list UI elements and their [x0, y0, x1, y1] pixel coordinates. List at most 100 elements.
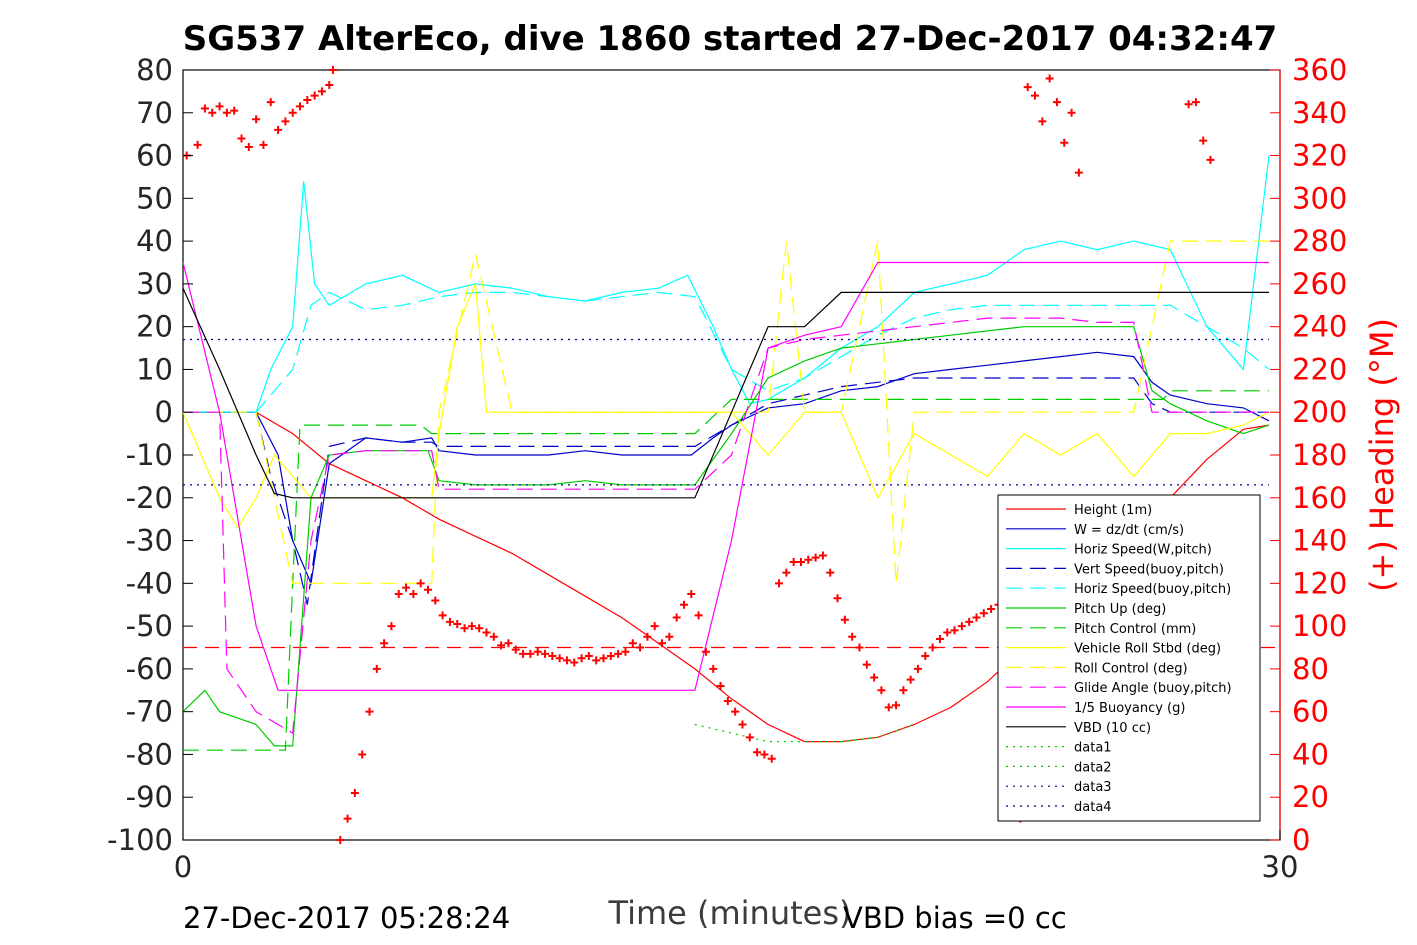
- heading-marker: [943, 628, 952, 637]
- legend-label: data1: [1074, 741, 1112, 756]
- left-axis: 80 70 60 50 40 30 20 10 0 -10 -20 -30 -40 -50 -60 -70 -8…: [107, 53, 193, 857]
- left-tick-label: -20: [126, 481, 173, 515]
- x-axis: 0 30: [174, 830, 1299, 884]
- x-tick-label: 30: [1262, 850, 1299, 884]
- right-tick-label: 360: [1292, 53, 1347, 87]
- legend-label: 1/5 Buoyancy (g): [1074, 701, 1185, 716]
- heading-marker: [303, 95, 312, 104]
- left-tick-label: -10: [126, 438, 173, 472]
- heading-marker: [343, 814, 352, 823]
- series-horiz-speed-w-pitch: [183, 155, 1270, 413]
- series-w-dz-dt-cm-s: [183, 351, 1270, 586]
- heading-marker: [965, 617, 974, 626]
- heading-marker: [222, 108, 231, 117]
- legend-label: Pitch Control (mm): [1074, 622, 1196, 637]
- right-axis-label: (+) Heading (°M): [1363, 318, 1401, 592]
- legend-label: W = dz/dt (cm/s): [1074, 523, 1184, 538]
- heading-marker: [380, 639, 389, 648]
- right-tick-label: 300: [1292, 181, 1347, 215]
- x-axis-label: Time (minutes): [608, 894, 852, 932]
- legend-label: Vehicle Roll Stbd (deg): [1074, 642, 1221, 657]
- left-tick-label: 60: [136, 139, 173, 173]
- heading-marker: [848, 632, 857, 641]
- heading-marker: [855, 643, 864, 652]
- heading-marker: [336, 836, 345, 844]
- heading-marker: [921, 652, 930, 661]
- heading-marker: [445, 617, 454, 626]
- heading-marker: [672, 613, 681, 622]
- heading-marker: [870, 673, 879, 682]
- heading-marker: [570, 658, 579, 667]
- heading-marker: [372, 664, 381, 673]
- legend-label: Glide Angle (buoy,pitch): [1074, 681, 1232, 696]
- heading-marker: [840, 615, 849, 624]
- heading-marker: [423, 585, 432, 594]
- legend-label: data2: [1074, 760, 1112, 775]
- heading-marker: [884, 703, 893, 712]
- heading-marker: [358, 750, 367, 759]
- heading-marker: [328, 66, 337, 74]
- heading-marker: [957, 622, 966, 631]
- left-tick-label: 0: [155, 395, 173, 429]
- heading-marker: [818, 551, 827, 560]
- right-tick-label: 320: [1292, 139, 1347, 173]
- heading-marker: [833, 594, 842, 603]
- heading-marker: [716, 682, 725, 690]
- heading-marker: [416, 579, 425, 588]
- heading-marker: [1067, 108, 1076, 117]
- series-roll-control-deg: [183, 240, 1269, 584]
- left-tick-label: -60: [126, 652, 173, 686]
- left-tick-label: -80: [126, 737, 173, 771]
- left-tick-label: -50: [126, 609, 173, 643]
- right-tick-label: 260: [1292, 267, 1347, 301]
- left-tick-label: -90: [126, 780, 173, 814]
- heading-marker: [1191, 98, 1200, 107]
- heading-marker: [208, 108, 217, 117]
- heading-marker: [325, 80, 334, 89]
- legend-label: Height (1m): [1074, 503, 1152, 518]
- heading-marker: [541, 649, 550, 658]
- heading-marker: [548, 652, 557, 661]
- chart-title: SG537 AlterEco, dive 1860 started 27-Dec…: [183, 19, 1278, 59]
- heading-marker: [760, 750, 769, 759]
- heading-marker: [979, 609, 988, 618]
- heading-marker: [577, 654, 586, 663]
- heading-marker: [504, 639, 513, 648]
- heading-marker: [409, 590, 418, 599]
- heading-marker: [519, 649, 528, 658]
- heading-marker: [402, 583, 411, 592]
- left-tick-label: 80: [136, 53, 173, 87]
- heading-marker: [438, 611, 447, 620]
- heading-marker: [584, 652, 593, 661]
- right-tick-label: 180: [1292, 438, 1347, 472]
- x-tick-label: 0: [174, 850, 192, 884]
- right-tick-label: 60: [1292, 695, 1329, 729]
- right-tick-label: 140: [1292, 524, 1347, 558]
- legend-label: Pitch Up (deg): [1074, 602, 1166, 617]
- heading-marker: [789, 557, 798, 566]
- heading-marker: [453, 619, 462, 628]
- heading-marker: [723, 696, 732, 705]
- series-vbd-10-cc: [182, 287, 1269, 499]
- heading-marker: [694, 611, 703, 620]
- heading-marker: [687, 590, 696, 599]
- left-tick-label: 10: [136, 352, 173, 386]
- legend-label: Vert Speed(buoy,pitch): [1074, 562, 1224, 577]
- heading-marker: [899, 686, 908, 695]
- heading-marker: [497, 641, 506, 650]
- series-data2: [841, 723, 915, 743]
- heading-marker: [1023, 83, 1032, 92]
- legend: Height (1m) W = dz/dt (cm/s) Horiz Speed(W…: [997, 494, 1261, 822]
- right-tick-label: 200: [1292, 395, 1347, 429]
- left-tick-label: -100: [107, 823, 173, 857]
- series-vert-speed-buoy-pitch: [183, 377, 1269, 605]
- heading-marker: [731, 707, 740, 716]
- heading-marker: [745, 733, 754, 742]
- heading-marker: [811, 553, 820, 562]
- left-tick-label: 70: [136, 96, 173, 130]
- right-tick-label: 160: [1292, 481, 1347, 515]
- heading-marker: [193, 140, 202, 149]
- heading-marker: [475, 624, 484, 633]
- legend-label: Roll Control (deg): [1074, 661, 1188, 676]
